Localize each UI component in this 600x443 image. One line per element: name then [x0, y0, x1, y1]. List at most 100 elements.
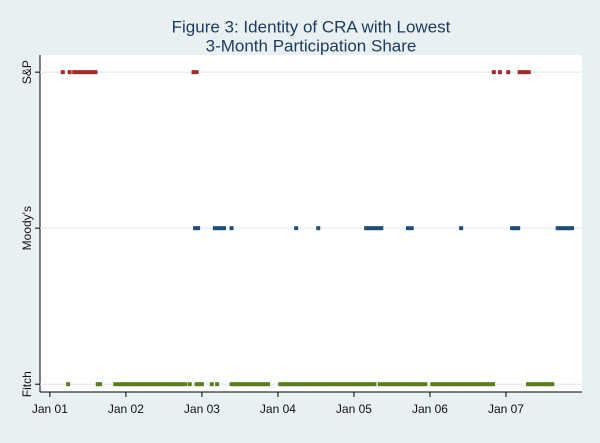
point	[122, 382, 127, 387]
point	[259, 382, 264, 387]
point	[75, 70, 80, 75]
point	[414, 382, 419, 387]
point	[386, 382, 391, 387]
y-tick-label: Moody's	[20, 206, 34, 250]
point	[529, 382, 534, 387]
point	[459, 226, 464, 231]
point	[221, 226, 226, 231]
point	[87, 70, 92, 75]
chart-title: 3-Month Participation Share	[206, 36, 417, 55]
point	[389, 382, 394, 387]
point	[354, 382, 359, 387]
point	[433, 382, 438, 387]
point	[538, 382, 543, 387]
point	[478, 382, 483, 387]
point	[317, 382, 322, 387]
point	[523, 70, 528, 75]
point	[466, 382, 471, 387]
point	[209, 382, 214, 387]
x-tick-label: Jan 06	[412, 402, 448, 416]
point	[411, 382, 416, 387]
point	[183, 382, 188, 387]
point	[194, 70, 199, 75]
point	[506, 70, 511, 75]
point	[281, 382, 286, 387]
point	[134, 382, 139, 387]
point	[423, 382, 428, 387]
point	[229, 226, 234, 231]
point	[296, 382, 301, 387]
point	[232, 382, 237, 387]
point	[363, 382, 368, 387]
point	[373, 226, 378, 231]
point	[329, 382, 334, 387]
x-tick-label: Jan 01	[32, 402, 68, 416]
point	[146, 382, 151, 387]
point	[379, 226, 384, 231]
point	[377, 382, 382, 387]
point	[532, 382, 537, 387]
point	[491, 70, 496, 75]
point	[558, 226, 563, 231]
point	[436, 382, 441, 387]
point	[475, 382, 480, 387]
point	[469, 382, 474, 387]
point	[253, 382, 258, 387]
point	[90, 70, 95, 75]
point	[128, 382, 133, 387]
point	[367, 226, 372, 231]
point	[408, 382, 413, 387]
point	[180, 382, 185, 387]
x-tick-label: Jan 04	[260, 402, 296, 416]
point	[191, 70, 196, 75]
point	[420, 382, 425, 387]
point	[351, 382, 356, 387]
point	[370, 226, 375, 231]
point	[396, 382, 401, 387]
point	[409, 226, 414, 231]
point	[119, 382, 124, 387]
point	[158, 382, 163, 387]
point	[535, 382, 540, 387]
point	[256, 382, 261, 387]
point	[294, 226, 299, 231]
point	[541, 382, 546, 387]
point	[526, 70, 531, 75]
point	[544, 382, 549, 387]
point	[194, 382, 199, 387]
point	[241, 382, 246, 387]
point	[299, 382, 304, 387]
point	[66, 382, 71, 387]
point	[193, 226, 198, 231]
point	[364, 226, 369, 231]
point	[238, 382, 243, 387]
point	[555, 226, 560, 231]
point	[335, 382, 340, 387]
point	[287, 382, 292, 387]
point	[113, 382, 118, 387]
point	[247, 382, 252, 387]
point	[481, 382, 486, 387]
x-tick-label: Jan 02	[108, 402, 144, 416]
point	[448, 382, 453, 387]
point	[187, 382, 192, 387]
point	[392, 382, 397, 387]
point	[550, 382, 555, 387]
point	[81, 70, 86, 75]
point	[348, 382, 353, 387]
point	[196, 226, 201, 231]
point	[488, 382, 493, 387]
point	[339, 382, 344, 387]
x-tick-label: Jan 07	[488, 402, 524, 416]
point	[125, 382, 130, 387]
point	[218, 226, 223, 231]
point	[263, 382, 268, 387]
point	[197, 382, 202, 387]
point	[167, 382, 172, 387]
x-tick-label: Jan 05	[336, 402, 372, 416]
point	[326, 382, 331, 387]
point	[491, 382, 496, 387]
point	[345, 382, 350, 387]
point	[314, 382, 319, 387]
point	[199, 382, 204, 387]
